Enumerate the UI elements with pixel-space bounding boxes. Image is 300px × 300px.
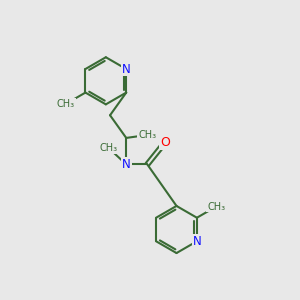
Text: N: N	[122, 62, 130, 76]
Text: CH₃: CH₃	[100, 143, 118, 153]
Text: CH₃: CH₃	[57, 99, 75, 109]
Text: N: N	[122, 158, 130, 171]
Text: CH₃: CH₃	[138, 130, 156, 140]
Text: O: O	[160, 136, 170, 149]
Text: CH₃: CH₃	[207, 202, 225, 212]
Text: N: N	[193, 235, 201, 248]
